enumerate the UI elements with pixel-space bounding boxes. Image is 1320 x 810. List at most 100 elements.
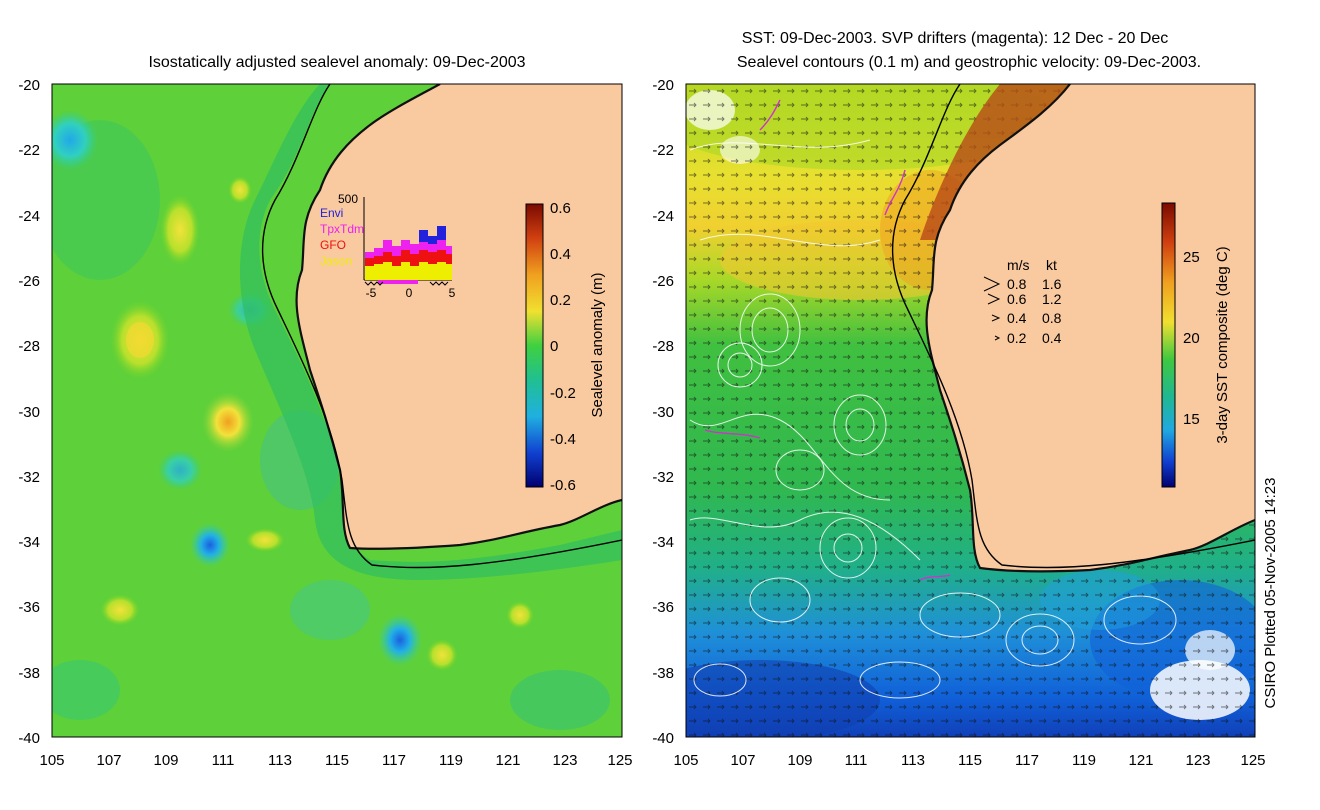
legend-jason: Jason [320, 254, 352, 268]
lon-tick: 105 [39, 752, 64, 769]
left-isobath [261, 84, 622, 569]
sst-colorbar-label: 3-day SST composite (deg C) [1214, 246, 1231, 443]
lat-tick: -34 [652, 534, 674, 551]
lon-tick: 113 [901, 752, 925, 769]
sla-colorbar-label: Sealevel anomaly (m) [589, 272, 606, 417]
right-lat-axis: -20 -22 -24 -26 -28 -30 -32 -34 -36 -38 … [652, 77, 674, 747]
velocity-legend: m/s kt 0.8 1.6 0.6 1.2 0.4 0.8 0.2 0.4 [983, 257, 1062, 346]
lat-tick: -24 [18, 208, 40, 225]
velocity-kt: 1.2 [1042, 291, 1062, 307]
inset-x-tick: -5 [366, 286, 377, 300]
right-coastline [925, 84, 1255, 573]
lat-tick: -20 [652, 77, 674, 94]
lat-tick: -32 [652, 469, 674, 486]
left-panel-title: Isostatically adjusted sealevel anomaly:… [148, 54, 525, 71]
lat-tick: -38 [652, 665, 674, 682]
lat-tick: -30 [18, 404, 40, 421]
lon-tick: 117 [1015, 752, 1039, 769]
legend-tpxtdm: TpxTdm [320, 222, 364, 236]
lat-tick: -36 [652, 599, 674, 616]
lat-tick: -20 [18, 77, 40, 94]
lon-tick: 125 [1240, 752, 1265, 769]
left-lon-axis: 105 107 109 111 113 115 117 119 121 123 … [39, 752, 632, 769]
lat-tick: -26 [18, 273, 40, 290]
legend-envi: Envi [320, 206, 343, 220]
lat-tick: -22 [652, 142, 674, 159]
plot-credit: CSIRO Plotted 05-Nov-2005 14:23 [1262, 478, 1279, 709]
lat-tick: -30 [652, 404, 674, 421]
right-lon-axis: 105 107 109 111 113 115 117 119 121 123 … [673, 752, 1265, 769]
sst-tick: 25 [1183, 249, 1200, 266]
inset-top-label: 500 [338, 192, 358, 206]
lon-tick: 107 [96, 752, 121, 769]
lat-tick: -28 [18, 338, 40, 355]
sealevel-contours [689, 139, 1177, 699]
right-map-panel: SST: 09-Dec-2003. SVP drifters (magenta)… [652, 30, 1279, 769]
legend-gfo: GFO [320, 238, 346, 252]
sla-tick: 0.4 [550, 246, 571, 263]
velocity-arrow-icon [994, 335, 1001, 341]
lat-tick: -36 [18, 599, 40, 616]
lon-tick: 125 [607, 752, 632, 769]
velocity-ms: 0.6 [1007, 291, 1027, 307]
sst-tick: 15 [1183, 411, 1200, 428]
left-lat-axis: -20 -22 -24 -26 -28 -30 -32 -34 -36 -38 … [18, 77, 40, 747]
lon-tick: 107 [730, 752, 755, 769]
lat-tick: -28 [652, 338, 674, 355]
velocity-kt: 0.4 [1042, 330, 1062, 346]
inset-x-tick: 0 [406, 286, 413, 300]
right-panel-title-line2: Sealevel contours (0.1 m) and geostrophi… [737, 54, 1201, 71]
lat-tick: -32 [18, 469, 40, 486]
velocity-ms: 0.8 [1007, 276, 1027, 292]
lon-tick: 123 [1185, 752, 1210, 769]
lon-tick: 109 [787, 752, 812, 769]
sla-tick: -0.4 [550, 431, 576, 448]
velocity-arrow-icon [991, 314, 1001, 322]
lon-tick: 119 [439, 752, 463, 769]
velocity-kt: 1.6 [1042, 276, 1062, 292]
right-isobath [891, 84, 1255, 569]
right-panel-title-line1: SST: 09-Dec-2003. SVP drifters (magenta)… [742, 30, 1169, 47]
velocity-ms: 0.4 [1007, 310, 1027, 326]
lon-tick: 121 [1128, 752, 1153, 769]
sla-colorbar: 0.6 0.4 0.2 0 -0.2 -0.4 -0.6 Sealevel an… [525, 200, 606, 494]
lat-tick: -40 [18, 730, 40, 747]
lon-tick: 117 [382, 752, 406, 769]
lon-tick: 123 [552, 752, 577, 769]
lon-tick: 111 [845, 752, 868, 769]
lon-tick: 119 [1072, 752, 1096, 769]
inset-bars [365, 226, 452, 280]
left-map-panel: Isostatically adjusted sealevel anomaly:… [18, 54, 632, 769]
sla-tick: 0.2 [550, 292, 571, 309]
lat-tick: -26 [652, 273, 674, 290]
lat-tick: -34 [18, 534, 40, 551]
sla-tick: -0.2 [550, 385, 576, 402]
sla-tick: -0.6 [550, 477, 576, 494]
lat-tick: -24 [652, 208, 674, 225]
lat-tick: -22 [18, 142, 40, 159]
sla-tick: 0 [550, 338, 558, 355]
svp-drifter-tracks [704, 99, 951, 581]
lon-tick: 113 [268, 752, 292, 769]
lon-tick: 105 [673, 752, 698, 769]
left-map-frame [51, 83, 623, 738]
velocity-arrow-icon [987, 293, 1001, 305]
sst-colorbar: 25 20 15 3-day SST composite (deg C) [1161, 202, 1231, 488]
sla-tick: 0.6 [550, 200, 571, 217]
velocity-header-kt: kt [1046, 257, 1057, 273]
lon-tick: 121 [495, 752, 520, 769]
lon-tick: 115 [958, 752, 982, 769]
inset-time-window [378, 280, 418, 284]
sst-tick: 20 [1183, 330, 1200, 347]
lon-tick: 109 [153, 752, 178, 769]
lon-tick: 115 [325, 752, 349, 769]
lon-tick: 111 [212, 752, 235, 769]
velocity-ms: 0.2 [1007, 330, 1027, 346]
data-count-inset: 500 Envi TpxTdm GFO Jason -5 0 [320, 192, 456, 300]
lat-tick: -38 [18, 665, 40, 682]
velocity-arrow-icon [983, 276, 1001, 292]
inset-x-tick: 5 [449, 286, 456, 300]
velocity-kt: 0.8 [1042, 310, 1062, 326]
right-map-frame [685, 83, 1256, 738]
